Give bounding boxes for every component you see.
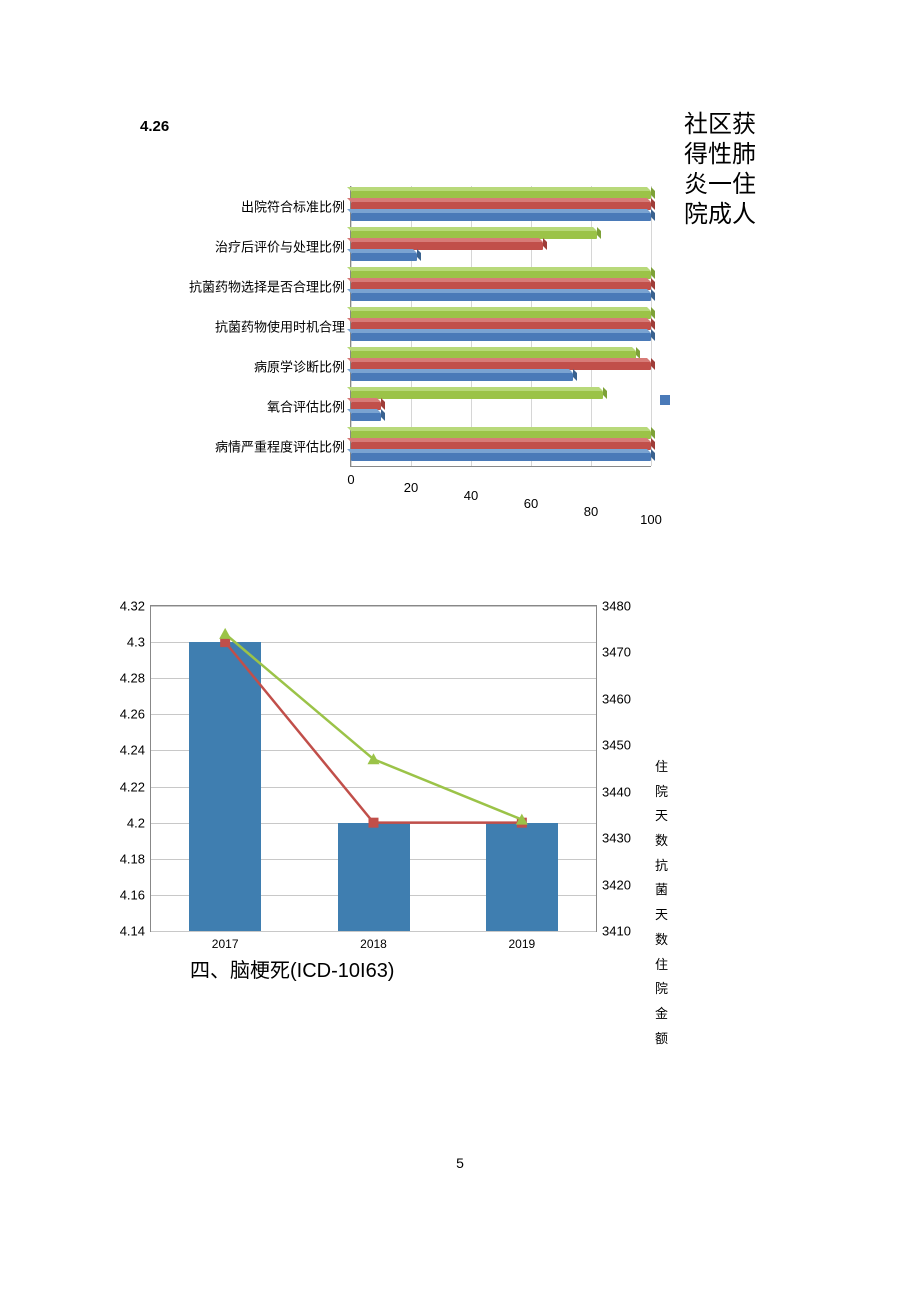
chart1-category-label: 治疗后评价与处理比例 [215, 237, 351, 256]
chart2-marker [369, 818, 379, 828]
chart2-x-tick: 2017 [212, 937, 239, 951]
chart2-gridline [151, 931, 596, 932]
page-number: 5 [456, 1155, 464, 1171]
chart2-left-tick: 4.16 [120, 887, 151, 902]
chart1-legend-swatch [660, 395, 670, 405]
chart1-category-label: 出院符合标准比例 [241, 197, 351, 216]
chart2-right-tick: 3420 [596, 877, 631, 892]
chart2-left-tick: 4.18 [120, 851, 151, 866]
chart2-left-tick: 4.2 [127, 815, 151, 830]
chart1-x-tick: 0 [347, 472, 354, 487]
chart2-left-tick: 4.22 [120, 779, 151, 794]
chart2-title-below: 四、脑梗死(ICD-10I63) [190, 954, 394, 983]
chart1-bar [351, 373, 573, 381]
chart2-right-tick: 3450 [596, 738, 631, 753]
chart1-x-tick: 60 [524, 496, 538, 511]
chart2-right-tick: 3410 [596, 924, 631, 939]
chart1-bar [351, 391, 603, 399]
chart2-legend-item: 住院金额 [655, 953, 668, 1052]
chart2-marker [219, 628, 231, 639]
chart2-right-tick: 3470 [596, 645, 631, 660]
chart2-legend-item: 住院天数 [655, 755, 668, 854]
chart1-bar [351, 293, 651, 301]
chart2-left-tick: 4.14 [120, 924, 151, 939]
chart2-left-tick: 4.3 [127, 635, 151, 650]
chart1-bar [351, 453, 651, 461]
chart2-left-tick: 4.24 [120, 743, 151, 758]
chart1-category-label: 抗菌药物使用时机合理 [215, 317, 351, 336]
chart1-bar [351, 213, 651, 221]
chart1-plot-area: 020406080100出院符合标准比例治疗后评价与处理比例抗菌药物选择是否合理… [350, 186, 651, 467]
chart2-legend-item: 抗菌天数 [655, 854, 668, 953]
chart2-line [225, 642, 522, 823]
chart2-plot-area: 4.144.164.184.24.224.244.264.284.34.3234… [150, 605, 597, 932]
chart2-line [225, 634, 522, 820]
chart2-x-tick: 2018 [360, 937, 387, 951]
chart2-legend: 住院天数抗菌天数住院金额 [655, 755, 668, 1051]
chart2-left-tick: 4.26 [120, 707, 151, 722]
page: 4.26 社区获 得性肺 炎一住 院成人 020406080100出院符合标准比… [0, 0, 920, 1303]
chart1-bar [351, 333, 651, 341]
chart1-category-label: 抗菌药物选择是否合理比例 [189, 277, 351, 296]
chart2-x-tick: 2019 [508, 937, 535, 951]
chart1-x-tick: 40 [464, 488, 478, 503]
chart1-category-label: 氧合评估比例 [267, 397, 351, 416]
chart2-right-tick: 3480 [596, 599, 631, 614]
chart1-bar [351, 253, 417, 261]
side-title: 社区获 得性肺 炎一住 院成人 [665, 110, 775, 230]
chart2-lines [151, 606, 596, 931]
chart2-right-tick: 3430 [596, 831, 631, 846]
chart2-left-tick: 4.28 [120, 671, 151, 686]
chart1-x-tick: 80 [584, 504, 598, 519]
chart1-category-label: 病情严重程度评估比例 [215, 437, 351, 456]
chart1-x-tick: 100 [640, 512, 662, 527]
chart2-left-tick: 4.32 [120, 599, 151, 614]
chart1-category-label: 病原学诊断比例 [254, 357, 351, 376]
chart1-bar [351, 413, 381, 421]
chart1-x-tick: 20 [404, 480, 418, 495]
chart2-right-tick: 3440 [596, 784, 631, 799]
section-number: 4.26 [140, 118, 169, 135]
chart2-right-tick: 3460 [596, 691, 631, 706]
